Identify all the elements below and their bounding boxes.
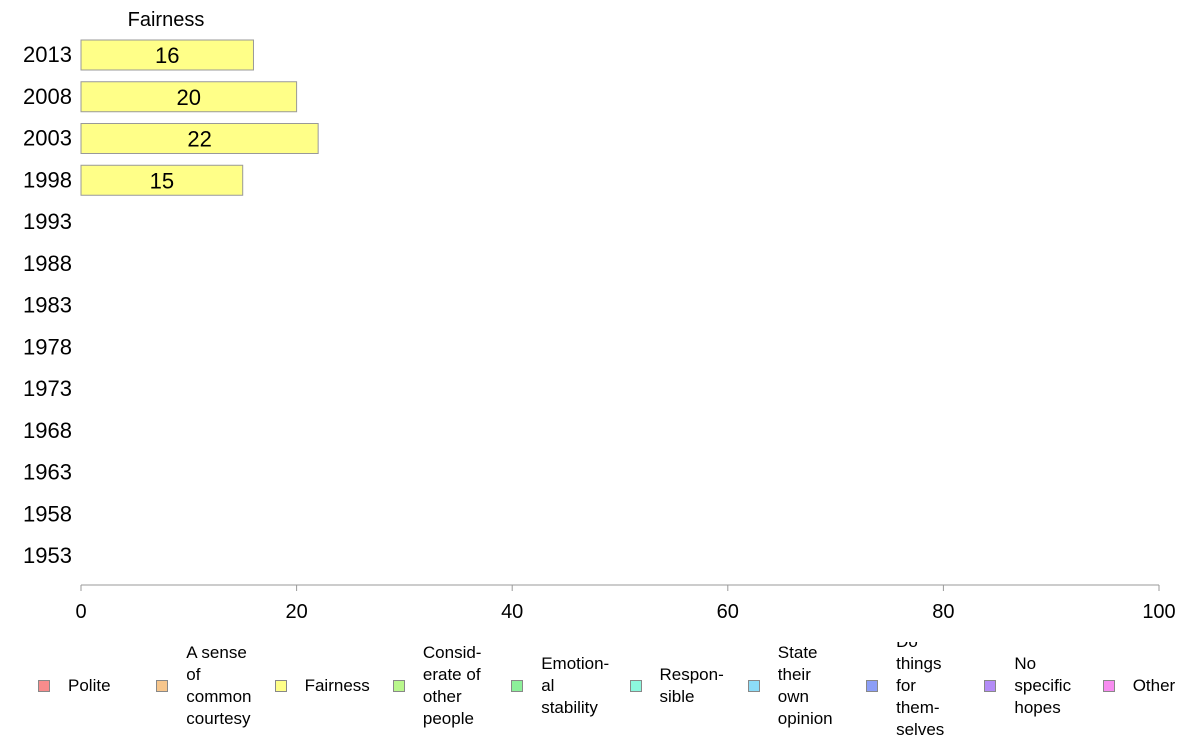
bar (80, 39, 254, 71)
legend-label: Do things for them- selves (896, 642, 945, 736)
bar (80, 81, 298, 113)
legend-label: Consid- erate of other people (422, 643, 482, 728)
legend-swatch (1102, 680, 1115, 692)
y-tick-label: 1953 (23, 543, 72, 568)
legend-label: Emotion- al stability (541, 654, 610, 717)
legend-swatch (274, 680, 287, 692)
legend-swatch (629, 680, 642, 692)
bar-data-label: 15 (150, 168, 174, 193)
legend-swatch (511, 680, 524, 692)
x-tick-label: 40 (501, 601, 523, 623)
x-axis: 0 20 40 60 80 100 (75, 584, 1176, 623)
chart-title: Fairness (128, 9, 205, 31)
y-tick-label: 1983 (23, 293, 72, 318)
y-tick-label: 2003 (23, 126, 72, 151)
y-axis-labels: 2013 2008 2003 1998 1993 1988 1983 1978 1973 1968… (23, 42, 72, 568)
x-tick-label: 80 (932, 601, 954, 623)
y-tick-label: 1968 (23, 418, 72, 443)
bars-group: 16 20 22 15 (80, 39, 319, 196)
legend-swatch (156, 680, 169, 692)
legend-swatch (747, 680, 760, 692)
legend-label: Polite (68, 676, 111, 695)
bar-chart: Fairness 16 20 22 15 2013 2008 2003 1998 1993 19… (23, 9, 1176, 623)
x-tick-label: 20 (285, 601, 307, 623)
legend-label: State their own opinion (777, 643, 833, 728)
y-tick-label: 1963 (23, 460, 72, 485)
x-tick-label: 100 (1142, 601, 1175, 623)
y-tick-label: 1973 (23, 376, 72, 401)
legend-label: Fairness (304, 676, 370, 695)
legend-swatch (984, 680, 997, 692)
bar-data-label: 22 (187, 127, 211, 152)
legend-label: A sense of common courtesy (186, 643, 252, 728)
legend-label: Other (1132, 676, 1176, 695)
legend-swatch (38, 680, 50, 692)
y-tick-label: 1993 (23, 209, 72, 234)
legend-swatch (392, 680, 405, 692)
legend-swatch (866, 680, 879, 692)
y-tick-label: 1988 (23, 251, 72, 276)
bar (80, 164, 244, 196)
bar-data-label: 20 (177, 85, 201, 110)
legend-label: Respon- sible (659, 665, 724, 706)
y-tick-label: 1998 (23, 167, 72, 192)
y-tick-label: 1978 (23, 334, 72, 359)
y-tick-label: 2013 (23, 42, 72, 67)
bar-data-label: 16 (155, 43, 179, 68)
legend: Polite A sense of common courtesy Fairness… (38, 642, 1188, 736)
x-tick-label: 60 (717, 601, 739, 623)
y-tick-label: 1958 (23, 501, 72, 526)
bar (80, 123, 319, 154)
x-tick-label: 0 (75, 601, 86, 623)
legend-label: No specific hopes (1014, 654, 1072, 717)
y-tick-label: 2008 (23, 84, 72, 109)
